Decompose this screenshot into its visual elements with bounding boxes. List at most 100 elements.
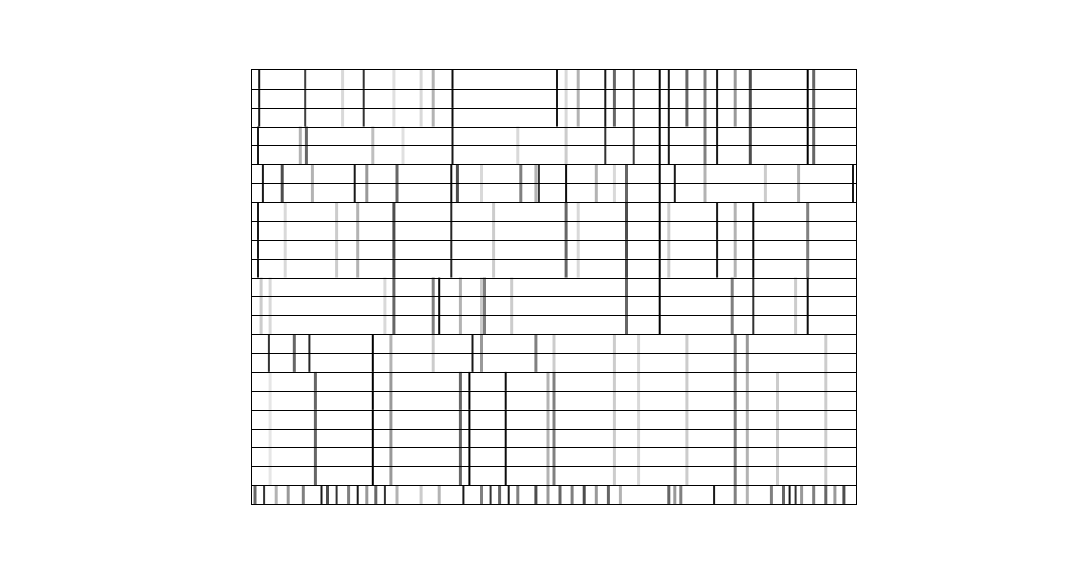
heatmap-cell [733,239,737,259]
heatmap-cell [431,334,435,354]
heatmap-cell [519,183,523,203]
heatmap-cell [301,485,305,504]
heatmap-cell [564,107,568,127]
heatmap-cell [576,202,580,221]
heatmap-cell [733,428,737,448]
heatmap-cell [292,353,296,372]
heatmap-cell [782,485,785,504]
heatmap-cell [733,371,737,391]
heatmap-cell [776,390,779,410]
heatmap-cell [304,145,308,165]
heatmap-cell [752,258,755,278]
heatmap-cell [667,202,671,221]
heatmap-cell [516,485,520,504]
heatmap-cell [612,334,616,354]
heatmap-cell [556,107,558,127]
heatmap-cell [576,70,580,89]
heatmap-cell [716,202,719,221]
heatmap-cell [733,221,737,240]
heatmap-cell [552,390,556,410]
heatmap-cell [257,258,259,278]
heatmap-cell [534,164,538,184]
heatmap-cell [612,409,616,429]
heatmap-cell [564,70,568,89]
heatmap-cell [576,258,580,278]
heatmap-cell [347,485,351,504]
heatmap-cell [703,183,707,203]
heatmap-cell [353,164,356,184]
heatmap-cell [458,428,462,448]
heatmap-cell [612,164,616,184]
heatmap-cell [451,70,454,89]
heatmap-cell [356,221,360,240]
heatmap-cell [748,107,752,127]
heatmap-cell [552,447,556,467]
heatmap-cell [268,277,272,297]
heatmap-cell [797,183,801,203]
heatmap-cell [776,409,779,429]
heatmap-cell [612,70,616,89]
heatmap-cell [733,258,737,278]
heatmap-cell [389,390,393,410]
heatmap-cell [564,126,568,146]
heatmap-cell [716,258,719,278]
heatmap-cell [679,485,683,504]
heatmap-cell [673,485,677,504]
heatmap-cell [667,126,670,146]
heatmap-cell [612,353,616,372]
heatmap-cell [516,145,520,165]
heatmap-cell [431,70,435,89]
heatmap-cell [371,334,374,354]
heatmap-row [258,107,816,127]
heatmap-cell [685,107,689,127]
heatmap-cell [383,296,387,316]
heatmap-cell [632,126,635,146]
heatmap-cell [480,183,483,203]
heatmap-cell [458,409,462,429]
heatmap-cell [258,70,261,89]
heatmap-cell [842,485,846,504]
heatmap-cell [564,239,568,259]
heatmap-cell [268,466,272,486]
heatmap-cell [537,164,540,184]
heatmap-cell [733,88,737,108]
heatmap-cell [667,221,671,240]
heatmap-row [257,239,810,259]
heatmap-cell [313,409,317,429]
heatmap-cell [392,277,396,297]
heatmap-cell [606,485,610,504]
heatmap-cell [703,70,707,89]
heatmap-cell [335,202,339,221]
heatmap-cell [552,428,556,448]
heatmap-cell [794,485,797,504]
heatmap-cell [253,485,257,504]
heatmap-cell [546,447,550,467]
heatmap-cell [462,485,465,504]
heatmap-cell [797,164,801,184]
heatmap-cell [365,183,369,203]
heatmap-cell [365,485,369,504]
heatmap-cell [806,315,809,335]
heatmap-cell [604,70,607,89]
heatmap-cell [594,164,598,184]
heatmap-cell [748,88,752,108]
heatmap-cell [667,239,671,259]
heatmap-cell [431,315,435,335]
heatmap-cell [703,126,707,146]
heatmap-cell [745,466,749,486]
heatmap-cell [637,409,641,429]
heatmap-cell [389,334,393,354]
heatmap-cell [552,353,556,372]
heatmap-cell [576,221,580,240]
heatmap-cell [458,277,462,297]
heatmap-cell [733,70,737,89]
heatmap-row [259,296,809,316]
heatmap-cell [812,126,816,146]
heatmap-cell [612,88,616,108]
heatmap-cell [833,485,837,504]
heatmap-cell [612,390,616,410]
heatmap-row [258,70,816,89]
heatmap-cell [257,126,259,146]
heatmap-cell [468,371,471,391]
heatmap-cell [565,183,568,203]
